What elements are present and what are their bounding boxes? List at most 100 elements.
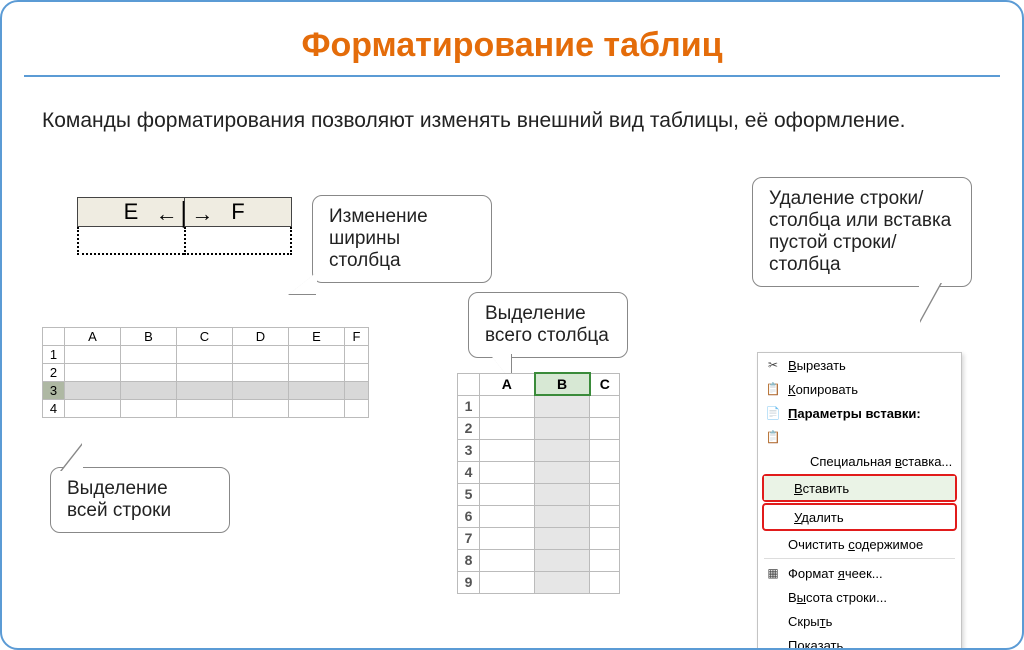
- cell[interactable]: [535, 461, 590, 483]
- cell[interactable]: [233, 364, 289, 382]
- row-header[interactable]: 2: [43, 364, 65, 382]
- col-header[interactable]: F: [345, 328, 369, 346]
- row-header[interactable]: 2: [458, 417, 480, 439]
- cell[interactable]: [121, 364, 177, 382]
- col-header[interactable]: A: [65, 328, 121, 346]
- row-header[interactable]: 1: [43, 346, 65, 364]
- col-header[interactable]: E: [289, 328, 345, 346]
- cell[interactable]: [65, 400, 121, 418]
- cell[interactable]: [480, 395, 535, 417]
- cell[interactable]: [345, 346, 369, 364]
- context-menu-item[interactable]: 📋Копировать: [758, 377, 961, 401]
- context-menu-item[interactable]: Вставить: [764, 476, 955, 500]
- menu-icon: ✂: [762, 358, 784, 372]
- column-width-demo: E F ←│→: [77, 197, 292, 257]
- cell[interactable]: [289, 346, 345, 364]
- cell[interactable]: [177, 346, 233, 364]
- cell[interactable]: [480, 483, 535, 505]
- context-menu-item[interactable]: Удалить: [764, 505, 955, 529]
- cell[interactable]: [535, 439, 590, 461]
- context-menu-item[interactable]: Очистить содержимое: [758, 532, 961, 556]
- cell[interactable]: [289, 364, 345, 382]
- col-header[interactable]: B: [535, 373, 590, 395]
- row-header[interactable]: 3: [43, 382, 65, 400]
- cell[interactable]: [233, 346, 289, 364]
- slide-title: Форматирование таблиц: [2, 26, 1022, 65]
- cell[interactable]: [590, 417, 620, 439]
- cell[interactable]: [65, 382, 121, 400]
- cell[interactable]: [535, 527, 590, 549]
- cell[interactable]: [590, 571, 620, 593]
- callout-select-column: Выделение всего столбца: [468, 292, 628, 358]
- resize-arrows-icon: ←│→: [156, 201, 214, 227]
- row-header[interactable]: 1: [458, 395, 480, 417]
- cell[interactable]: [121, 400, 177, 418]
- cell[interactable]: [590, 461, 620, 483]
- cell[interactable]: [233, 400, 289, 418]
- cell[interactable]: [535, 417, 590, 439]
- menu-icon: 📄: [762, 406, 784, 420]
- context-menu-item[interactable]: Специальная вставка...: [758, 449, 961, 473]
- col-header[interactable]: B: [121, 328, 177, 346]
- callout-select-row-text: Выделение всей строки: [67, 478, 171, 521]
- cell[interactable]: [345, 364, 369, 382]
- cell[interactable]: [480, 527, 535, 549]
- col-header[interactable]: C: [177, 328, 233, 346]
- context-menu-item[interactable]: Высота строки...: [758, 585, 961, 609]
- row-header[interactable]: 7: [458, 527, 480, 549]
- callout-select-row: Выделение всей строки: [50, 467, 230, 533]
- cell[interactable]: [480, 505, 535, 527]
- cell[interactable]: [480, 461, 535, 483]
- context-menu-item[interactable]: 📋: [758, 425, 961, 449]
- context-menu-item[interactable]: 📄Параметры вставки:: [758, 401, 961, 425]
- cell[interactable]: [480, 439, 535, 461]
- row-header[interactable]: 4: [458, 461, 480, 483]
- cell[interactable]: [177, 364, 233, 382]
- cell[interactable]: [480, 549, 535, 571]
- cell[interactable]: [345, 382, 369, 400]
- row-header[interactable]: 3: [458, 439, 480, 461]
- cell[interactable]: [590, 395, 620, 417]
- menu-label: Удалить: [790, 510, 949, 525]
- row-header[interactable]: 8: [458, 549, 480, 571]
- cell[interactable]: [535, 505, 590, 527]
- col-header[interactable]: D: [233, 328, 289, 346]
- menu-label: Высота строки...: [784, 590, 955, 605]
- menu-icon: 📋: [762, 430, 784, 444]
- cell[interactable]: [480, 417, 535, 439]
- cell[interactable]: [289, 382, 345, 400]
- cell[interactable]: [121, 346, 177, 364]
- context-menu-item[interactable]: ▦Формат ячеек...: [758, 561, 961, 585]
- row-header[interactable]: 9: [458, 571, 480, 593]
- cell[interactable]: [345, 400, 369, 418]
- row-header[interactable]: 6: [458, 505, 480, 527]
- slide-description: Команды форматирования позволяют изменят…: [42, 107, 982, 135]
- row-header[interactable]: 4: [43, 400, 65, 418]
- cell[interactable]: [535, 395, 590, 417]
- row-header[interactable]: 5: [458, 483, 480, 505]
- cell[interactable]: [535, 483, 590, 505]
- cell[interactable]: [535, 549, 590, 571]
- cell[interactable]: [590, 549, 620, 571]
- cell[interactable]: [177, 382, 233, 400]
- menu-label: Копировать: [784, 382, 955, 397]
- cell[interactable]: [590, 483, 620, 505]
- callout-insert-delete: Удаление строки/столбца или вставка пуст…: [752, 177, 972, 287]
- cell[interactable]: [590, 439, 620, 461]
- cell[interactable]: [289, 400, 345, 418]
- context-menu-item[interactable]: ✂Вырезать: [758, 353, 961, 377]
- cell[interactable]: [590, 527, 620, 549]
- cell[interactable]: [177, 400, 233, 418]
- cell[interactable]: [233, 382, 289, 400]
- cell[interactable]: [121, 382, 177, 400]
- context-menu[interactable]: ✂Вырезать📋Копировать📄Параметры вставки:📋…: [757, 352, 962, 650]
- cell[interactable]: [65, 346, 121, 364]
- col-header[interactable]: C: [590, 373, 620, 395]
- cell[interactable]: [65, 364, 121, 382]
- context-menu-item[interactable]: Показать: [758, 633, 961, 650]
- cell[interactable]: [590, 505, 620, 527]
- cell[interactable]: [535, 571, 590, 593]
- context-menu-item[interactable]: Скрыть: [758, 609, 961, 633]
- cell[interactable]: [480, 571, 535, 593]
- col-header[interactable]: A: [480, 373, 535, 395]
